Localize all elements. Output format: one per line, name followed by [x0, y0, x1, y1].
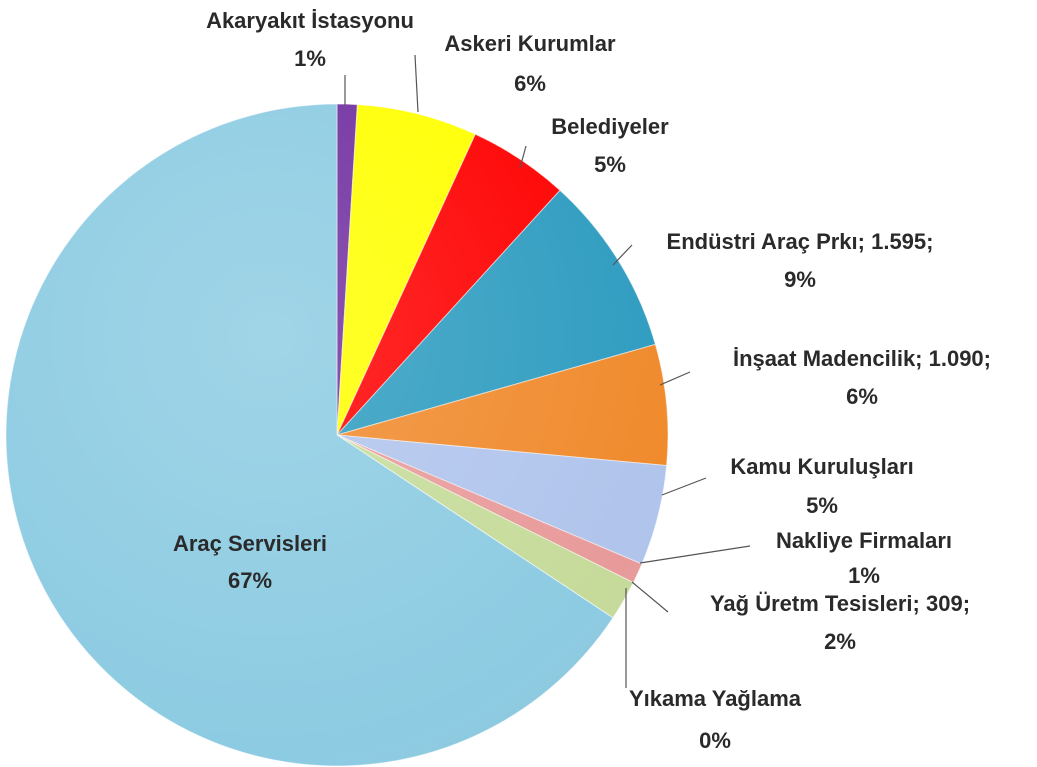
- category-label: Endüstri Araç Prkı; 1.595;: [667, 229, 934, 254]
- category-label: Yıkama Yağlama: [629, 686, 802, 711]
- value-label: 1%: [848, 563, 880, 588]
- category-label: Askeri Kurumlar: [444, 31, 616, 56]
- category-label: İnşaat Madencilik; 1.090;: [733, 346, 991, 371]
- leader-line: [414, 54, 419, 113]
- leader-line: [612, 244, 633, 266]
- leader-line: [659, 371, 691, 386]
- category-label: Araç Servisleri: [173, 531, 327, 556]
- value-label: 6%: [514, 71, 546, 96]
- value-label: 0%: [699, 728, 731, 753]
- value-label: 67%: [228, 568, 272, 593]
- leader-line: [661, 477, 707, 496]
- value-label: 9%: [784, 267, 816, 292]
- value-label: 5%: [806, 493, 838, 518]
- value-label: 1%: [294, 46, 326, 71]
- leader-line: [631, 581, 669, 613]
- category-label: Kamu Kuruluşları: [730, 454, 913, 479]
- category-label: Yağ Üretm Tesisleri; 309;: [710, 591, 970, 616]
- category-label: Belediyeler: [551, 114, 669, 139]
- value-label: 2%: [824, 629, 856, 654]
- leader-line: [519, 145, 527, 169]
- category-label: Akaryakıt İstasyonu: [206, 8, 414, 33]
- leader-line: [639, 545, 751, 564]
- pie: [5, 103, 669, 767]
- value-label: 6%: [846, 384, 878, 409]
- value-label: 5%: [594, 152, 626, 177]
- category-label: Nakliye Firmaları: [776, 528, 952, 553]
